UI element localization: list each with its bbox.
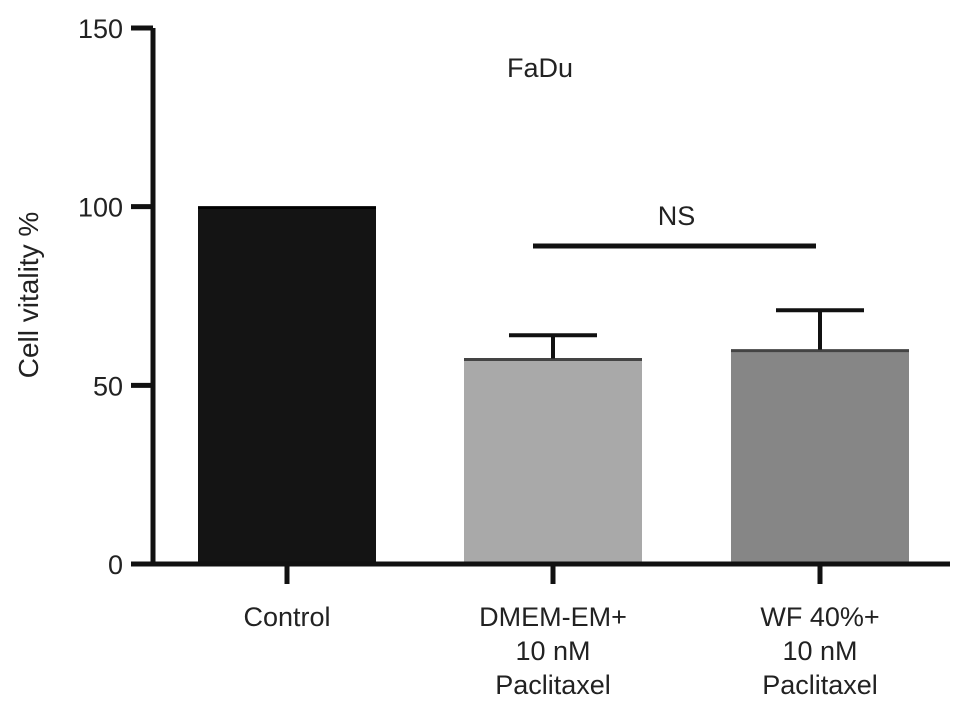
x-tick-label-line: Paclitaxel	[762, 670, 878, 700]
significance-label: NS	[658, 201, 696, 231]
y-tick-label-2: 100	[78, 193, 123, 223]
axes-layer	[131, 25, 950, 584]
bar-2	[731, 349, 909, 564]
x-tick-label-line: WF 40%+	[760, 602, 879, 632]
bar-0	[198, 206, 376, 564]
bars-layer	[198, 206, 909, 564]
y-tick-label-0: 0	[108, 550, 123, 580]
error-bars-layer	[509, 308, 864, 359]
x-tick-label-line: 10 nM	[515, 636, 590, 666]
y-tick-label-3: 150	[78, 14, 123, 44]
chart-title: FaDu	[507, 53, 573, 83]
x-tick-label-2: WF 40%+ 10 nM Paclitaxel	[760, 602, 879, 700]
x-tick-label-line: Control	[243, 602, 330, 632]
y-axis-title: Cell vitality %	[13, 212, 44, 378]
y-tick-label-1: 50	[93, 371, 123, 401]
x-tick-label-line: DMEM-EM+	[479, 602, 627, 632]
x-tick-label-0: Control	[243, 602, 330, 632]
bar-1	[464, 358, 642, 564]
x-tick-label-line: 10 nM	[782, 636, 857, 666]
x-tick-label-line: Paclitaxel	[495, 670, 611, 700]
x-tick-label-1: DMEM-EM+ 10 nM Paclitaxel	[479, 602, 627, 700]
